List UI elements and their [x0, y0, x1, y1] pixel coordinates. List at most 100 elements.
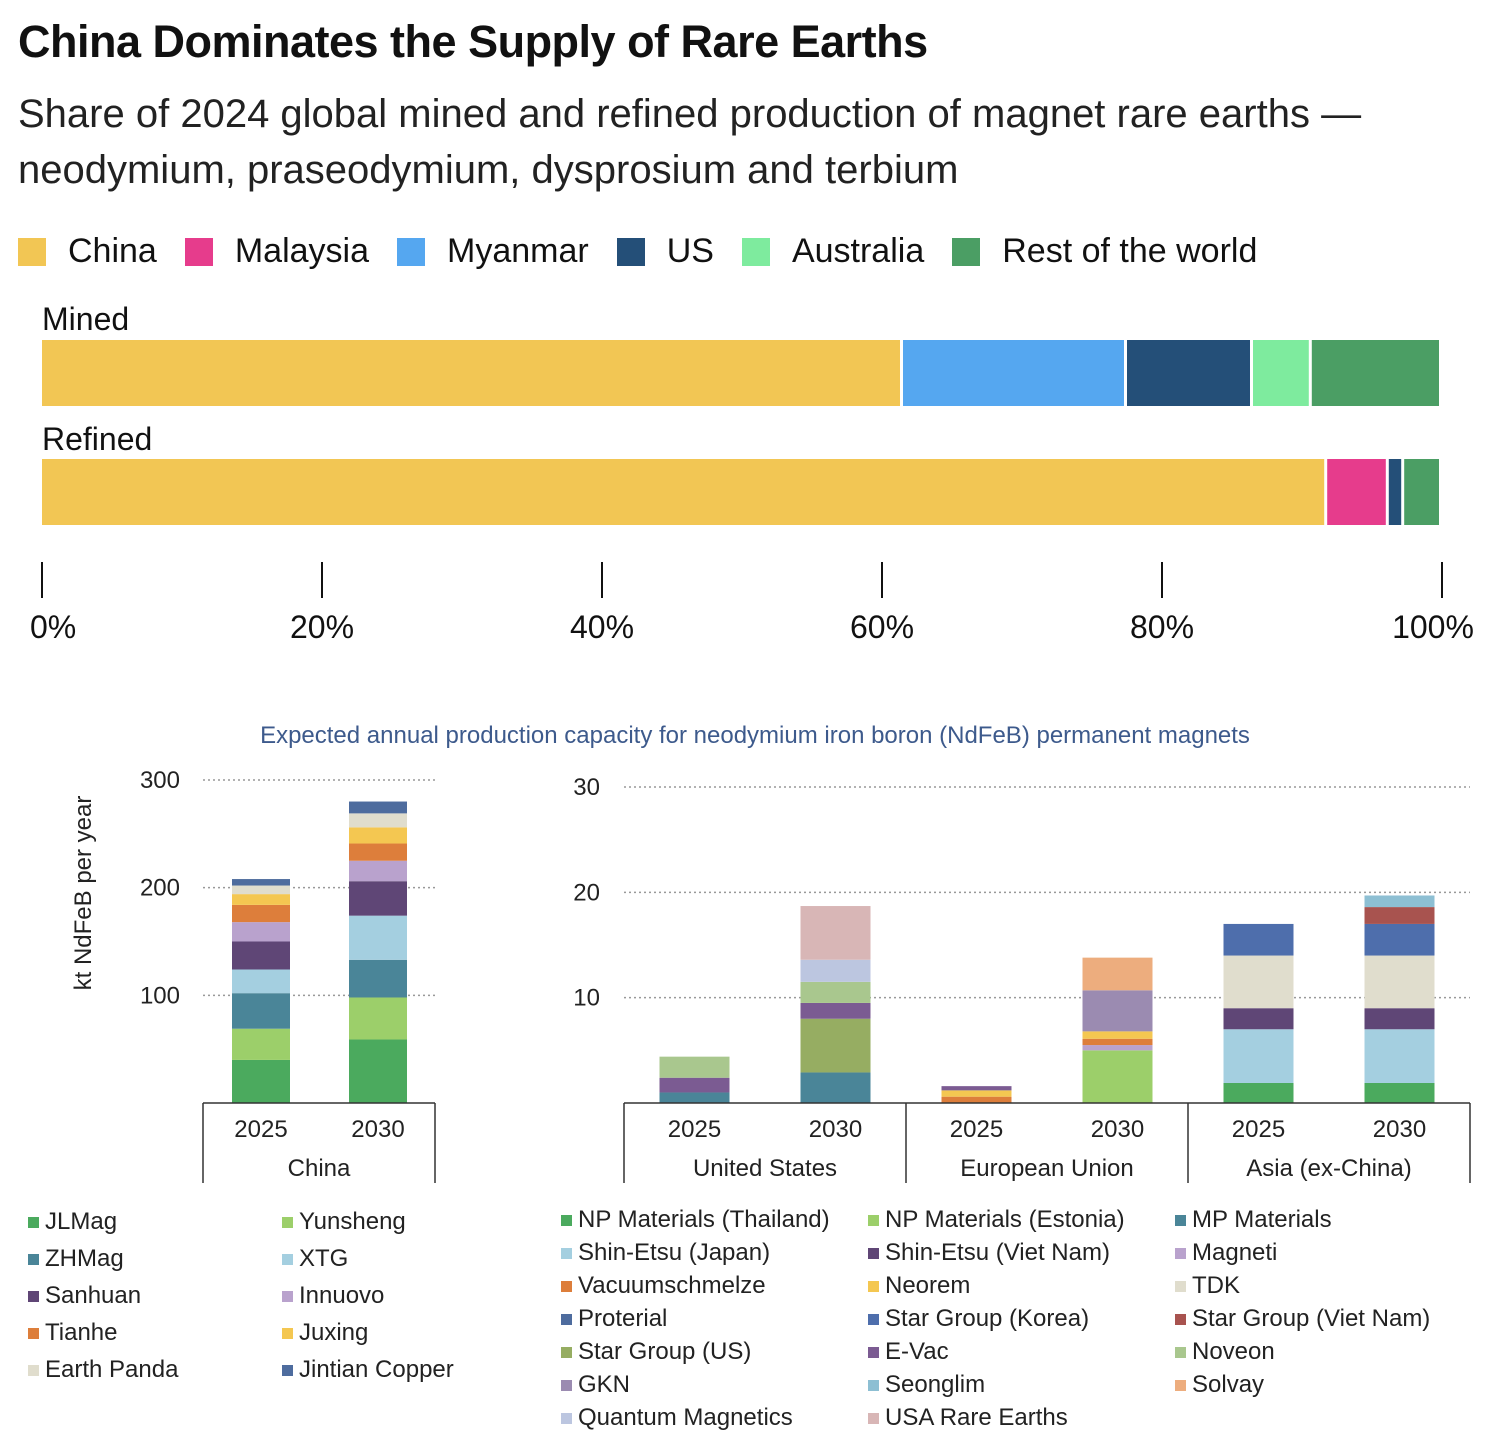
- bar-asia-ex-china-2025-shin-etsu-viet-nam: [1223, 1008, 1294, 1030]
- legend-swatch: [561, 1313, 572, 1325]
- legend-swatch: [1175, 1247, 1186, 1259]
- bar-refined-us: [1388, 459, 1402, 525]
- x-tick-label: 2030: [1373, 1116, 1426, 1143]
- bar-united-states-2030-mp-materials: [800, 1072, 871, 1103]
- legend-label: Proterial: [578, 1305, 668, 1332]
- bar-european-union-2030-gkn: [1082, 990, 1153, 1032]
- bar-united-states-2030-e-vac: [800, 1002, 871, 1019]
- lower-chart-title: Expected annual production capacity for …: [260, 722, 1250, 749]
- x-tick-label: 2025: [950, 1116, 1003, 1143]
- x-tick-label: 80%: [1130, 609, 1194, 645]
- legend-item-rest-of-the-world: Rest of the world: [952, 232, 1257, 271]
- bar-china-2025-zhmag: [232, 993, 290, 1029]
- y-tick-label: 10: [573, 985, 600, 1012]
- bar-european-union-2025-neorem: [941, 1090, 1012, 1097]
- bar-asia-ex-china-2025-shin-etsu-japan: [1223, 1029, 1294, 1083]
- legend-swatch: [1175, 1379, 1186, 1391]
- bar-china-2030-tianhe: [349, 843, 407, 861]
- x-tick-label: 20%: [290, 609, 354, 645]
- bar-asia-ex-china-2030-tdk: [1364, 955, 1435, 1009]
- legend-item-star-group-viet-nam: Star Group (Viet Nam): [1175, 1305, 1430, 1333]
- legend-item-innuovo: Innuovo: [282, 1282, 384, 1310]
- legend-item-tdk: TDK: [1175, 1272, 1240, 1300]
- legend-label: Magneti: [1192, 1239, 1278, 1266]
- bar-asia-ex-china-2030-np-materials-thailand: [1364, 1082, 1435, 1103]
- bar-mined-myanmar: [903, 340, 1124, 406]
- bar-china-2025-jintian-copper: [232, 879, 290, 886]
- legend-item-xtg: XTG: [282, 1245, 348, 1273]
- legend-item-noveon: Noveon: [1175, 1338, 1275, 1366]
- legend-label: Juxing: [299, 1319, 369, 1346]
- group-label-asia-ex-china: Asia (ex-China): [1246, 1155, 1411, 1182]
- legend-swatch: [741, 237, 770, 266]
- legend-swatch: [561, 1280, 572, 1292]
- legend-swatch: [868, 1280, 879, 1292]
- legend-label: ZHMag: [45, 1245, 124, 1272]
- bar-asia-ex-china-2025-tdk: [1223, 955, 1294, 1009]
- legend-swatch: [952, 237, 981, 266]
- legend-label: Jintian Copper: [299, 1356, 454, 1383]
- bar-asia-ex-china-2025-star-group-korea: [1223, 923, 1294, 956]
- legend-label: JLMag: [45, 1208, 118, 1235]
- legend-item-malaysia: Malaysia: [184, 232, 370, 271]
- y-tick-label: 30: [573, 774, 600, 801]
- bar-united-states-2025-noveon: [659, 1056, 730, 1078]
- bar-asia-ex-china-2030-seonglim: [1364, 895, 1435, 908]
- bar-refined-china: [42, 459, 1325, 525]
- legend-item-usa-rare-earths: USA Rare Earths: [868, 1404, 1068, 1432]
- legend-swatch: [561, 1247, 572, 1259]
- legend-label: Sanhuan: [45, 1282, 142, 1309]
- legend-swatch: [868, 1412, 879, 1424]
- bar-china-2030-jintian-copper: [349, 801, 407, 814]
- bar-china-2025-xtg: [232, 969, 290, 994]
- legend-label: Seonglim: [885, 1371, 986, 1398]
- legend-label: Tianhe: [45, 1319, 118, 1346]
- bar-united-states-2025-mp-materials: [659, 1092, 730, 1103]
- bar-asia-ex-china-2030-star-group-korea: [1364, 923, 1435, 956]
- legend-swatch: [561, 1214, 572, 1226]
- bar-china-2025-jlmag: [232, 1059, 290, 1103]
- legend-label: XTG: [299, 1245, 349, 1272]
- legend-label: Shin-Etsu (Japan): [578, 1239, 771, 1266]
- bar-china-2030-xtg: [349, 915, 407, 960]
- legend-item-sanhuan: Sanhuan: [28, 1282, 141, 1310]
- legend-item-vacuumschmelze: Vacuumschmelze: [561, 1272, 766, 1300]
- top-chart-legend: China Malaysia Myanmar US Australia Rest of t…: [18, 232, 1285, 271]
- bar-china-2025-yunsheng: [232, 1028, 290, 1060]
- legend-item-myanmar: Myanmar: [397, 232, 589, 271]
- legend-item-jlmag: JLMag: [28, 1208, 117, 1236]
- legend-label: Star Group (Korea): [885, 1305, 1090, 1332]
- bar-european-union-2025-vacuumschmelze: [941, 1096, 1012, 1103]
- legend-item-magneti: Magneti: [1175, 1239, 1277, 1267]
- bar-european-union-2030-neorem: [1082, 1031, 1153, 1039]
- y-tick-label: 300: [140, 767, 180, 794]
- bar-china-2030-jlmag: [349, 1039, 407, 1103]
- legend-label: Shin-Etsu (Viet Nam): [885, 1239, 1110, 1266]
- legend-swatch: [28, 1290, 39, 1302]
- group-label-european-union: European Union: [960, 1155, 1133, 1182]
- bar-label-refined: Refined: [42, 421, 152, 457]
- bar-china-2030-juxing: [349, 827, 407, 844]
- legend-item-gkn: GKN: [561, 1371, 630, 1399]
- legend-swatch: [28, 1216, 39, 1228]
- legend-label: Innuovo: [299, 1282, 385, 1309]
- legend-swatch: [1175, 1346, 1186, 1358]
- legend-label: MP Materials: [1192, 1206, 1332, 1233]
- legend-item-china: China: [18, 232, 157, 271]
- legend-label: Malaysia: [234, 232, 370, 270]
- bar-china-2025-earth-panda: [232, 885, 290, 895]
- bar-mined-australia: [1253, 340, 1309, 406]
- legend-label: Rest of the world: [1002, 232, 1258, 270]
- legend-swatch: [561, 1346, 572, 1358]
- legend-swatch: [28, 1327, 39, 1339]
- bar-united-states-2030-noveon: [800, 981, 871, 1003]
- bar-china-2025-juxing: [232, 894, 290, 905]
- legend-label: Noveon: [1192, 1338, 1275, 1365]
- legend-label: NP Materials (Thailand): [578, 1206, 830, 1233]
- legend-swatch: [868, 1247, 879, 1259]
- y-tick-label: 20: [573, 879, 600, 906]
- legend-item-proterial: Proterial: [561, 1305, 667, 1333]
- legend-label: Solvay: [1192, 1371, 1265, 1398]
- chart-title: China Dominates the Supply of Rare Earth…: [18, 16, 928, 67]
- legend-label: E-Vac: [885, 1338, 949, 1365]
